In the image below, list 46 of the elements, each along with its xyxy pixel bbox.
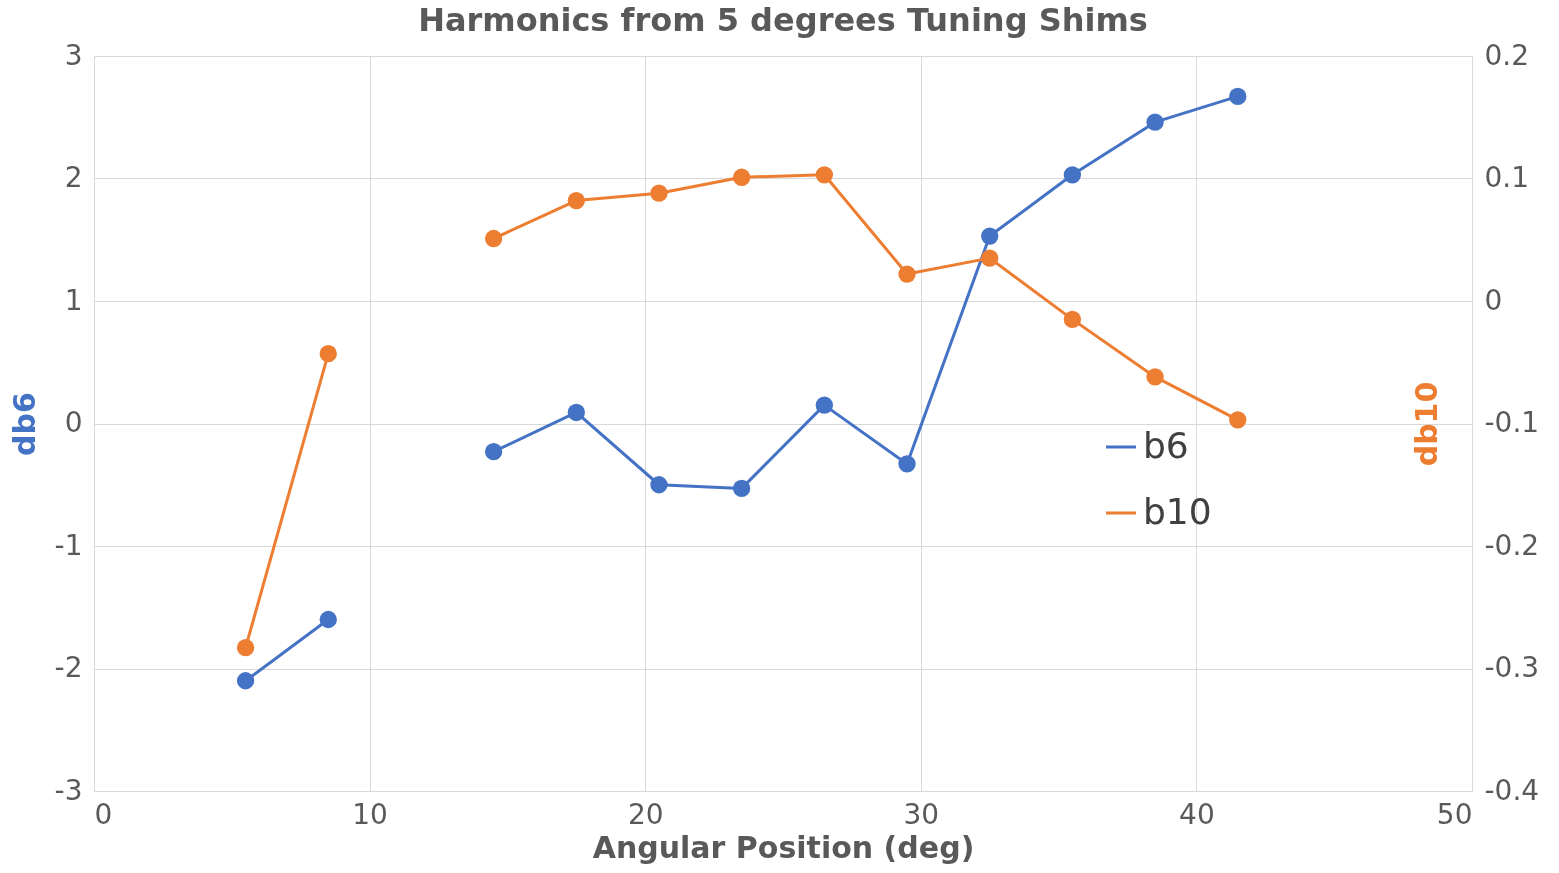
- point: [484, 443, 503, 461]
- x-tick-label: 10: [352, 797, 388, 831]
- y-tick-label: -2: [54, 651, 83, 684]
- x-tick-label: 20: [627, 797, 664, 831]
- y2-tick-label: 0.2: [1484, 38, 1530, 72]
- point: [567, 403, 585, 422]
- y-tick-label: -3: [54, 773, 83, 807]
- y2-tick-label: -0.2: [1484, 528, 1540, 562]
- y2-tick-label: 0.1: [1484, 161, 1530, 194]
- point: [981, 227, 999, 245]
- point: [898, 455, 916, 473]
- point: [1146, 113, 1164, 131]
- y2-tick-label: -0.1: [1484, 406, 1540, 439]
- point: [484, 229, 503, 248]
- y2-tick-label: -0.4: [1484, 773, 1540, 807]
- x-tick-label: 0: [94, 797, 113, 831]
- chart-title: Harmonics from 5 degrees Tuning Shims: [418, 1, 1148, 39]
- point: [1146, 368, 1164, 386]
- y2-axis-title: db10: [1408, 381, 1444, 467]
- x-tick-label: 50: [1436, 797, 1473, 831]
- legend-label: b6: [1143, 425, 1189, 466]
- x-tick-label: 30: [903, 797, 940, 831]
- point: [815, 396, 833, 414]
- point: [815, 166, 833, 184]
- point: [898, 265, 916, 283]
- y2-tick-label: -0.3: [1484, 651, 1540, 684]
- point: [567, 191, 585, 210]
- point: [1063, 310, 1082, 329]
- y2-tick-label: 0: [1484, 283, 1503, 317]
- x-tick-label: 40: [1179, 797, 1215, 831]
- y-axis-title: db6: [6, 392, 42, 456]
- legend-label: b10: [1143, 491, 1212, 532]
- point: [650, 476, 668, 494]
- point: [981, 249, 999, 267]
- y-tick-label: 2: [64, 161, 83, 194]
- y-tick-label: 1: [64, 283, 83, 317]
- point: [1063, 166, 1082, 184]
- y-tick-label: -1: [54, 528, 83, 562]
- y-tick-label: 0: [64, 406, 83, 439]
- x-axis-title: Angular Position (deg): [592, 829, 975, 865]
- point: [1229, 411, 1247, 429]
- y-tick-label: 3: [64, 38, 83, 72]
- point: [733, 479, 751, 498]
- point: [1229, 87, 1247, 106]
- point: [650, 184, 668, 202]
- point: [733, 168, 751, 186]
